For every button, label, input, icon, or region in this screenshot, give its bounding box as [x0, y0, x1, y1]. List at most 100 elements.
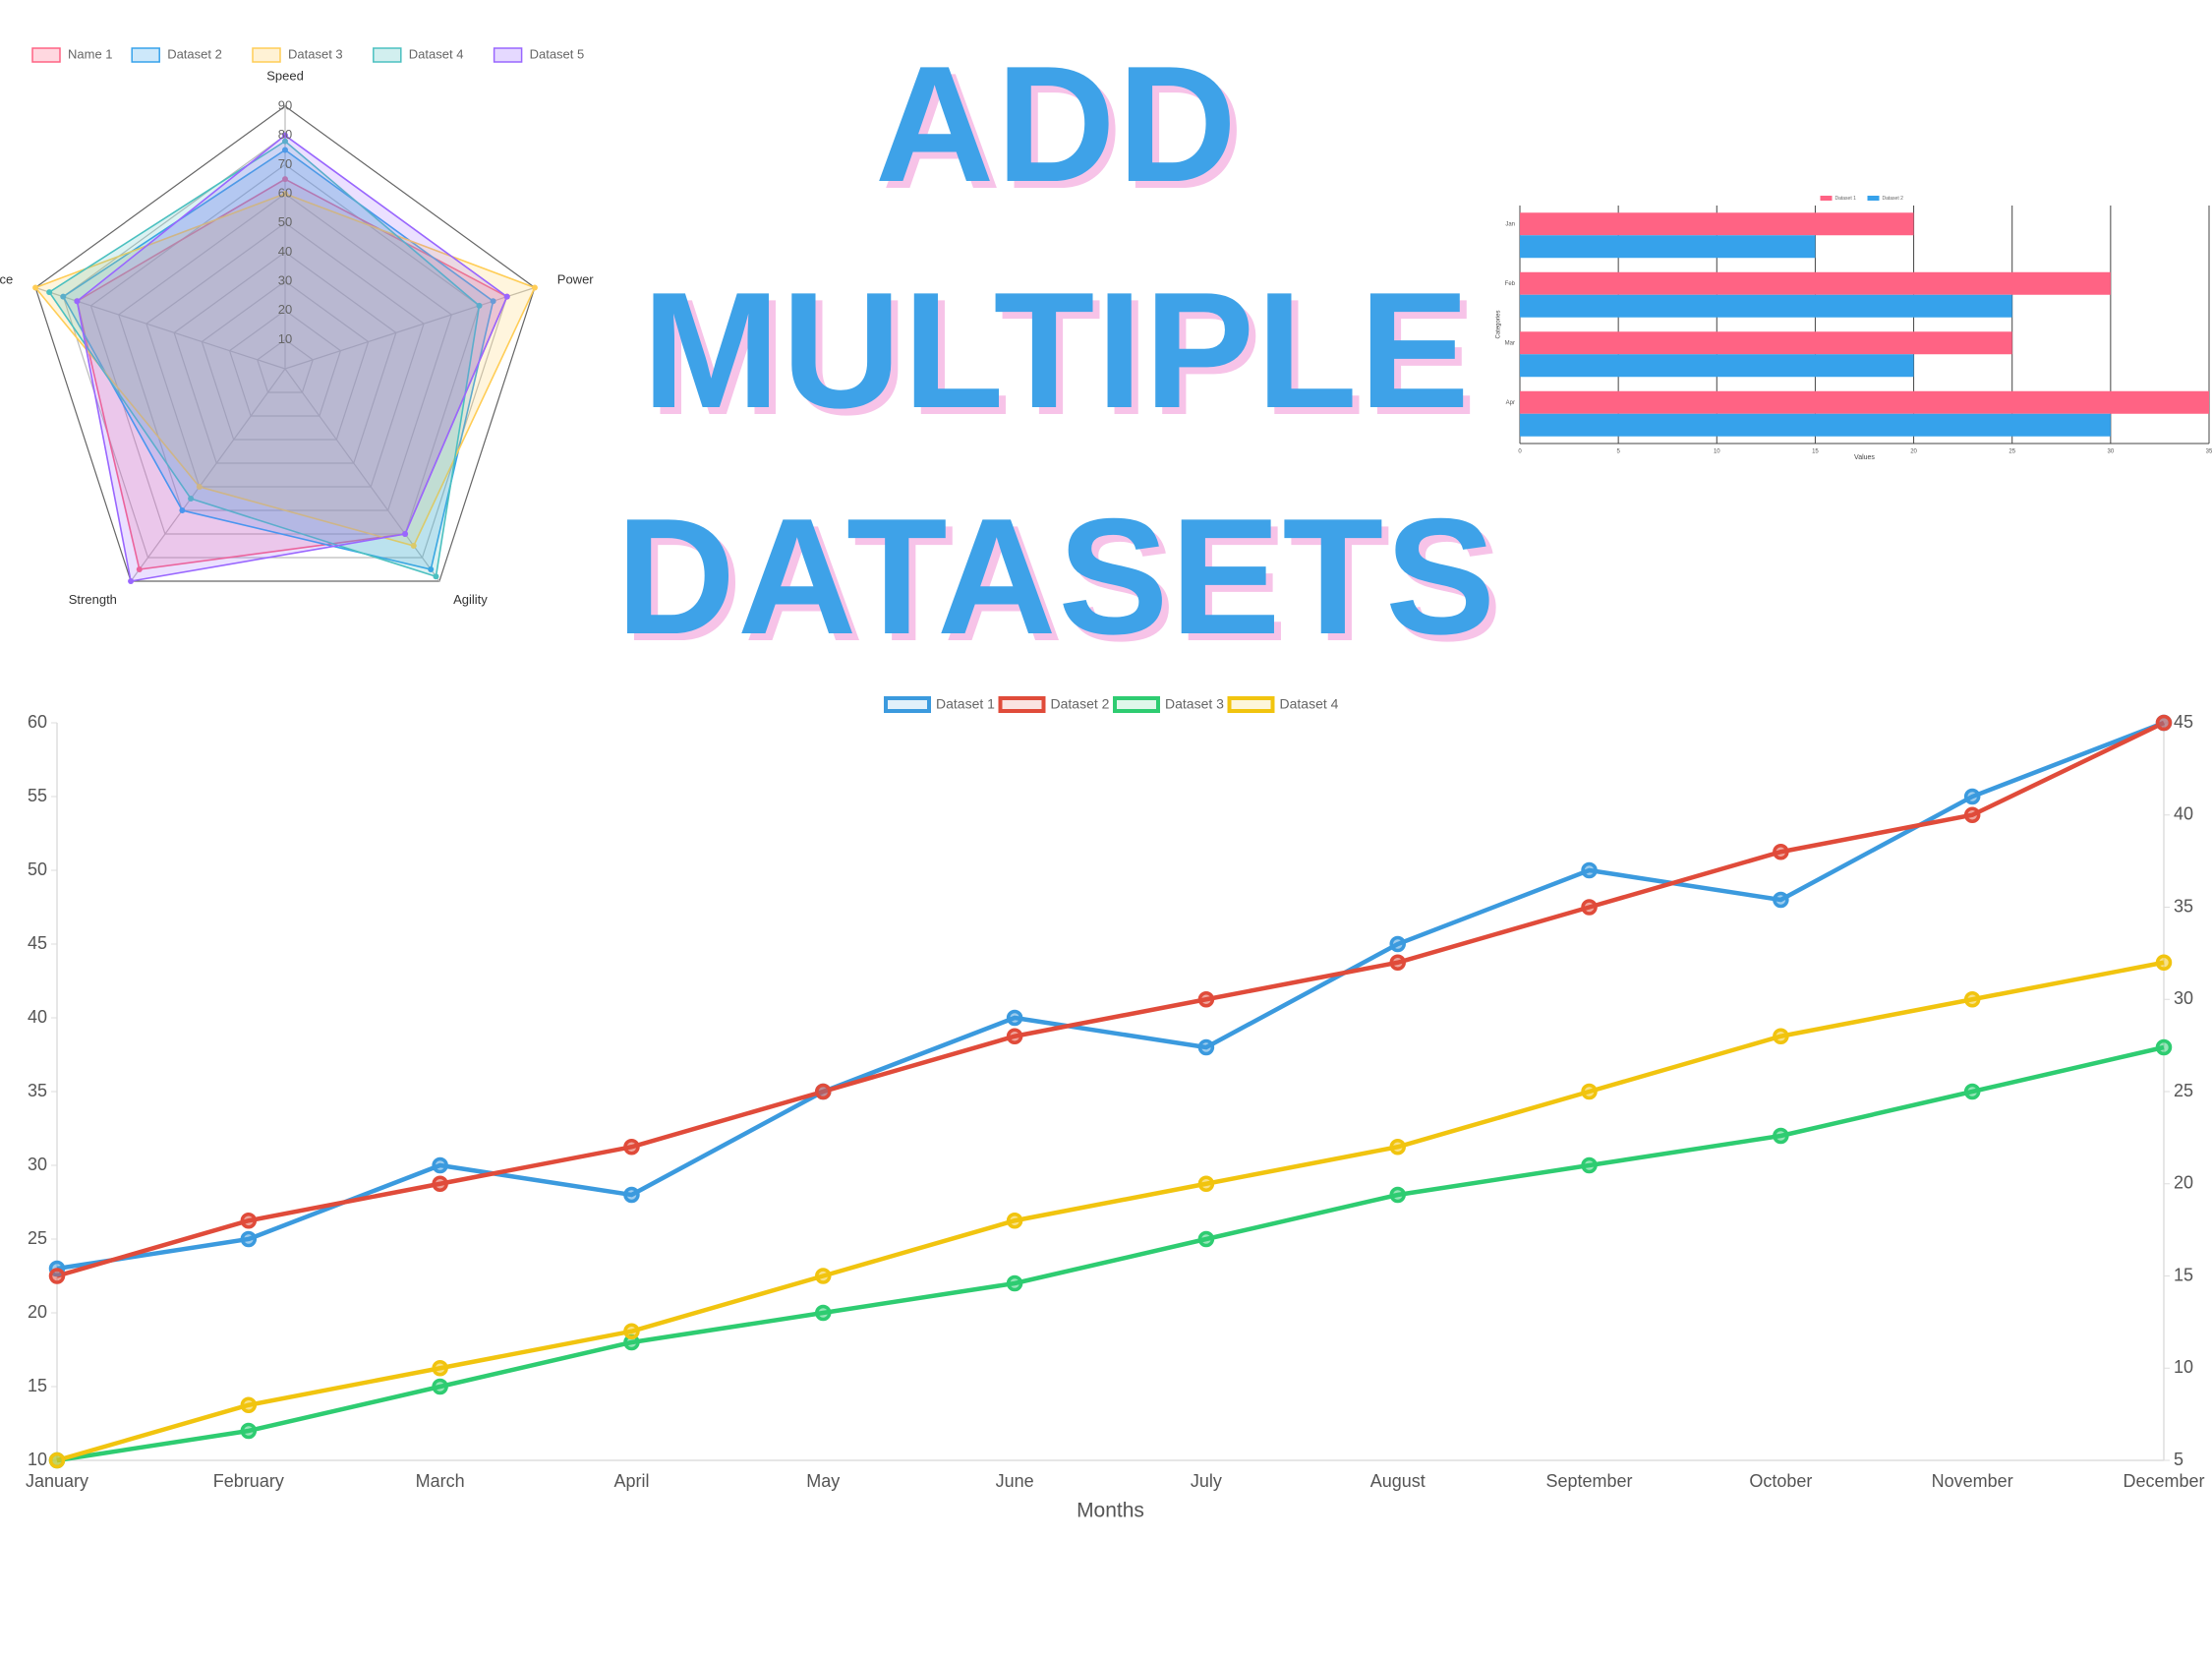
y-tick-label: Jan: [1505, 221, 1515, 227]
y-tick-label: 50: [28, 859, 47, 879]
x-tick-label: 35: [2206, 449, 2212, 455]
y2-tick-label: 10: [2174, 1357, 2193, 1377]
point: [1197, 1230, 1215, 1248]
radar-area: [76, 134, 508, 582]
point: [48, 1268, 66, 1284]
grid-ring: [173, 251, 397, 464]
point: [432, 1378, 448, 1395]
point: [1963, 1083, 1981, 1100]
radar-point: [402, 531, 409, 538]
r-tick-label: 60: [278, 185, 292, 200]
radar-point: [410, 543, 417, 550]
legend-label: Dataset 4: [409, 46, 464, 61]
legend-swatch: [884, 696, 931, 713]
grid-ring: [257, 338, 314, 393]
legend-label: Dataset 3: [288, 46, 343, 61]
y-tick-label: 25: [28, 1228, 47, 1248]
radar-point: [196, 484, 203, 491]
grid-ring: [228, 309, 342, 417]
point: [2155, 1038, 2173, 1056]
x-axis-title: Values: [1854, 454, 1875, 461]
point: [1389, 954, 1406, 971]
point: [240, 1396, 258, 1413]
y-tick-label: 20: [28, 1302, 47, 1322]
bar: [1520, 294, 2012, 318]
y2-tick-label: 45: [2174, 712, 2193, 732]
legend-swatch: [131, 47, 160, 63]
x-tick-label: June: [996, 1471, 1034, 1491]
legend-label: Dataset 3: [1165, 696, 1224, 712]
bar: [1520, 390, 2209, 414]
x-tick-label: November: [1932, 1471, 2013, 1491]
line: [56, 1044, 2165, 1463]
x-tick-label: 30: [2108, 449, 2115, 455]
bar: [1520, 331, 2012, 355]
radar-point: [428, 566, 435, 573]
point: [432, 1175, 448, 1192]
axis-label: Endurance: [0, 272, 13, 287]
y-tick-label: Apr: [1506, 400, 1515, 406]
point: [1006, 1274, 1023, 1292]
legend-swatch: [31, 47, 61, 63]
line: [56, 720, 2165, 1278]
radar-point: [476, 302, 483, 309]
axis-label: Agility: [453, 592, 488, 607]
radar-point: [282, 147, 288, 153]
legend-swatch: [1820, 196, 1833, 201]
radar-point: [60, 293, 67, 300]
radar-point: [74, 298, 81, 305]
x-tick-label: December: [2123, 1471, 2204, 1491]
grid-ring: [146, 221, 425, 488]
radar-point: [531, 284, 538, 291]
y-tick-label: 10: [28, 1450, 47, 1469]
x-tick-label: 15: [1812, 449, 1819, 455]
point: [1773, 891, 1789, 909]
legend-swatch: [493, 47, 523, 63]
bar: [1520, 235, 1816, 259]
r-tick-label: 80: [278, 127, 292, 142]
line: [56, 720, 2165, 1272]
y2-tick-label: 20: [2174, 1173, 2193, 1193]
grid-ring: [201, 280, 370, 441]
point: [240, 1213, 258, 1229]
legend-label: Dataset 2: [167, 46, 222, 61]
radar-point: [282, 176, 288, 183]
r-tick-label: 90: [278, 97, 292, 112]
legend-label: Dataset 1: [936, 696, 995, 712]
point: [1773, 1028, 1789, 1044]
x-tick-label: August: [1370, 1471, 1426, 1491]
point: [240, 1422, 258, 1440]
point: [48, 1452, 66, 1469]
radar-point: [490, 298, 496, 305]
radar-point: [179, 507, 186, 514]
y-tick-label: 60: [28, 712, 47, 732]
legend-label: Dataset 2: [1883, 196, 1904, 202]
line: [56, 960, 2165, 1463]
legend-label: Dataset 5: [530, 46, 585, 61]
x-axis-title: Months: [1077, 1500, 1144, 1522]
point: [1581, 1083, 1598, 1100]
point: [623, 1139, 640, 1155]
point: [1963, 991, 1981, 1008]
point: [1006, 1213, 1023, 1229]
radar-point: [282, 191, 288, 197]
point: [1963, 788, 1981, 805]
radar-point: [503, 293, 510, 300]
point: [1006, 1028, 1023, 1044]
r-tick-label: 30: [278, 272, 292, 287]
y2-tick-label: 15: [2174, 1265, 2193, 1284]
legend-swatch: [1867, 196, 1880, 201]
x-tick-label: September: [1546, 1471, 1633, 1491]
point: [815, 1304, 832, 1322]
point: [432, 1156, 448, 1174]
radar-point: [188, 496, 195, 503]
legend-swatch: [998, 696, 1046, 713]
point: [1581, 1156, 1598, 1174]
r-tick-label: 50: [278, 214, 292, 229]
legend-label: Dataset 1: [1835, 196, 1857, 202]
x-tick-label: 5: [1616, 449, 1620, 455]
radar-area: [62, 148, 495, 570]
x-tick-label: 25: [2008, 449, 2015, 455]
point: [240, 1230, 258, 1248]
point: [1006, 1009, 1023, 1027]
